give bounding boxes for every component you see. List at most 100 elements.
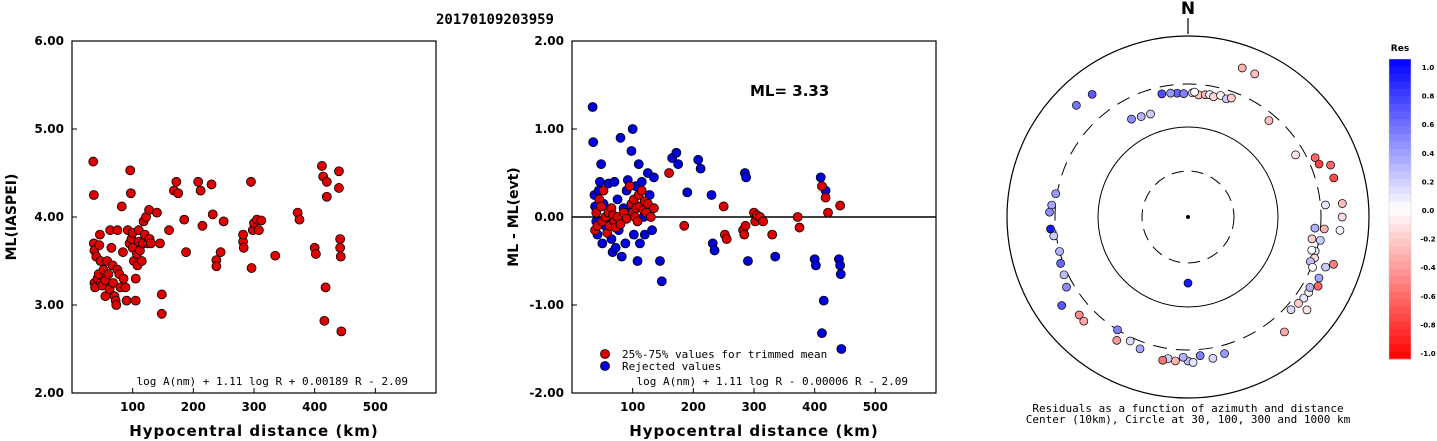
station-residual-point	[1166, 88, 1175, 98]
colorbar-segment	[1389, 209, 1411, 217]
colorbar-segment	[1389, 66, 1411, 75]
data-point	[655, 256, 665, 266]
x-tick-label: 200	[181, 400, 206, 414]
data-point	[319, 315, 330, 326]
station-residual-point	[1321, 262, 1330, 272]
colorbar-segment	[1389, 126, 1411, 135]
data-point	[587, 102, 598, 112]
data-point	[173, 188, 184, 199]
center-point	[1186, 215, 1190, 219]
data-point	[609, 176, 620, 187]
data-point	[94, 240, 105, 251]
data-point	[321, 191, 332, 202]
data-point	[145, 238, 156, 249]
data-point	[740, 220, 751, 231]
colorbar-segment	[1389, 261, 1411, 270]
magnitude-formula: log A(nm) + 1.11 log R - 0.00006 R - 2.0…	[636, 375, 908, 388]
data-point	[193, 176, 204, 187]
colorbar-title: Res	[1391, 44, 1409, 54]
station-residual-point	[1072, 101, 1081, 110]
caption-line-2: Center (10km), Circle at 30, 100, 300 an…	[1026, 413, 1351, 426]
residual-colorbar	[1388, 58, 1412, 360]
colorbar-segment	[1389, 239, 1411, 247]
data-point	[238, 242, 249, 253]
data-point	[810, 260, 821, 271]
colorbar-segment	[1389, 314, 1411, 322]
data-point	[820, 192, 831, 203]
colorbar-segment	[1389, 291, 1411, 300]
y-tick-label: 3.00	[34, 298, 64, 312]
colorbar-segment	[1389, 351, 1411, 360]
colorbar-segment	[1389, 81, 1411, 90]
station-residual-point	[1315, 235, 1325, 245]
colorbar-tick-label: 1.0	[1422, 64, 1435, 72]
data-point	[95, 229, 105, 240]
data-point	[709, 245, 720, 256]
station-residual-point	[1337, 212, 1347, 222]
colorbar-tick-label: -0.4	[1420, 264, 1435, 272]
data-point	[88, 156, 99, 167]
station-residual-point	[1112, 335, 1122, 345]
colorbar-segment	[1389, 96, 1411, 105]
y-tick-label: -2.00	[529, 386, 564, 400]
x-tick-label: 200	[681, 400, 706, 414]
data-point	[835, 200, 846, 211]
data-points	[587, 102, 847, 354]
station-residual-point	[1045, 207, 1054, 217]
station-residual-point	[1056, 259, 1065, 268]
data-point	[818, 295, 829, 306]
colorbar-segment	[1389, 59, 1411, 67]
circle-300km	[1054, 83, 1322, 351]
colorbar-segment	[1389, 269, 1411, 277]
data-point	[767, 229, 778, 240]
station-residual-point	[1157, 89, 1167, 99]
colorbar-tick-label: 0.4	[1422, 150, 1435, 158]
x-tick-label: 400	[802, 400, 827, 414]
colorbar-tick-label: -0.8	[1420, 321, 1435, 329]
data-point	[156, 308, 167, 319]
data-point	[620, 238, 631, 249]
data-point	[125, 165, 136, 176]
data-point	[118, 247, 128, 258]
station-residual-point	[1337, 199, 1347, 208]
station-residual-point	[1313, 281, 1323, 291]
station-residual-point	[1321, 200, 1330, 210]
station-residual-point	[1190, 87, 1199, 97]
data-point	[321, 176, 332, 187]
data-point	[256, 215, 267, 226]
station-residual-point	[1113, 325, 1122, 335]
x-tick-label: 400	[302, 400, 327, 414]
data-point	[718, 201, 729, 212]
ml-residual-vs-distance-chart: 100 200 300 400 500 -2.00 -1.00 0.00 1.00 2.00 ML…	[506, 34, 937, 440]
data-point	[155, 238, 165, 249]
station-residual-point	[1183, 278, 1193, 288]
station-residual-point	[1237, 63, 1247, 73]
y-tick-label: 2.00	[34, 386, 64, 400]
data-point	[656, 276, 667, 287]
axis-ticks: 100 200 300 400 500 2.00 3.00 4.00 5.00 6.00	[34, 34, 387, 414]
data-point	[739, 229, 750, 240]
data-point	[206, 179, 217, 190]
data-point	[207, 209, 218, 220]
data-point	[130, 273, 141, 284]
data-point	[136, 256, 147, 266]
station-residual-point	[1208, 353, 1218, 363]
station-residual-point	[1280, 327, 1289, 337]
azimuth-residual-polar-plot: N Residuals as a function of azimuth and…	[1006, 0, 1436, 426]
station-residual-point	[1226, 93, 1236, 103]
data-point	[334, 166, 344, 177]
colorbar-segment	[1389, 321, 1411, 330]
station-residual-point	[1335, 225, 1345, 235]
data-point	[673, 159, 684, 170]
station-residual-point	[1051, 189, 1061, 199]
ml-vs-distance-chart: 100 200 300 400 500 2.00 3.00 4.00 5.00 6.00 ML(I…	[4, 34, 437, 440]
colorbar-tick-label: 0.6	[1422, 121, 1435, 129]
colorbar-segment	[1389, 156, 1411, 165]
data-point	[215, 247, 226, 258]
data-point	[88, 190, 99, 200]
data-point	[823, 207, 833, 218]
data-point	[106, 242, 117, 253]
circle-100km	[1097, 126, 1279, 308]
station-residual-point	[1178, 352, 1188, 362]
legend: 25%-75% values for trimmed mean Rejected…	[600, 348, 827, 373]
